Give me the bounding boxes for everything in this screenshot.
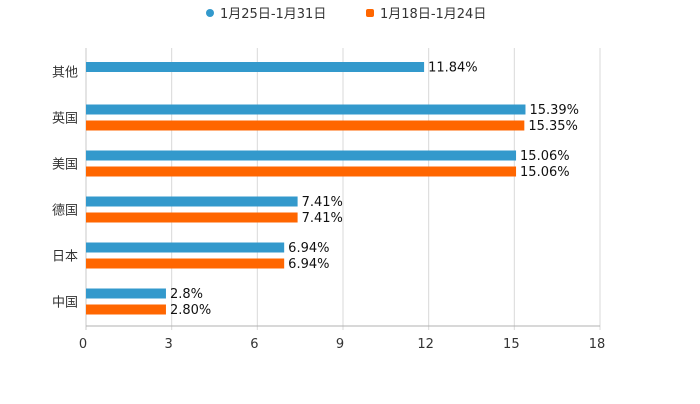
data-labels: 11.84% 15.39%15.35% 15.06%15.06% 7.41%7.41%… xyxy=(170,61,579,319)
legend-item-1[interactable]: 1月25日-1月31日 xyxy=(206,7,326,22)
y-category-label: 英国 xyxy=(52,112,78,127)
bar[interactable] xyxy=(86,104,526,115)
y-category-label: 日本 xyxy=(52,250,78,265)
legend: 1月25日-1月31日 1月18日-1月24日 xyxy=(206,7,486,22)
x-tick-label: 9 xyxy=(336,337,344,352)
x-tick-label: 3 xyxy=(165,337,173,352)
bar[interactable] xyxy=(86,150,517,161)
bar-value-label: 7.41% xyxy=(302,195,343,210)
bar-value-label: 6.94% xyxy=(288,241,329,256)
x-tick-label: 12 xyxy=(417,337,434,352)
x-tick-label: 18 xyxy=(589,337,606,352)
bar-value-label: 7.41% xyxy=(302,211,343,226)
bar[interactable] xyxy=(86,212,298,223)
bar[interactable] xyxy=(86,304,166,315)
legend-label: 1月25日-1月31日 xyxy=(220,7,326,22)
bar[interactable] xyxy=(86,166,517,177)
bar[interactable] xyxy=(86,62,425,72)
grid xyxy=(85,48,601,330)
legend-label: 1月18日-1月24日 xyxy=(380,7,486,22)
bar[interactable] xyxy=(86,288,166,299)
bars xyxy=(86,62,526,315)
bar-value-label: 2.80% xyxy=(170,303,211,318)
bar-value-label: 15.06% xyxy=(520,165,570,180)
legend-marker-icon xyxy=(206,9,214,17)
bar-value-label: 15.39% xyxy=(529,103,579,118)
x-tick-label: 15 xyxy=(503,337,520,352)
y-category-label: 中国 xyxy=(52,296,78,311)
bar[interactable] xyxy=(86,120,525,131)
bar-value-label: 15.35% xyxy=(528,119,578,134)
bar-value-label: 15.06% xyxy=(520,149,570,164)
y-category-label: 美国 xyxy=(52,158,78,173)
bar[interactable] xyxy=(86,196,298,207)
bar-value-label: 2.8% xyxy=(170,287,203,302)
x-tick-label: 6 xyxy=(250,337,258,352)
bar-value-label: 11.84% xyxy=(428,61,478,76)
legend-marker-icon xyxy=(366,9,374,17)
bar[interactable] xyxy=(86,242,285,253)
y-category-label: 德国 xyxy=(52,204,78,219)
bar[interactable] xyxy=(86,258,285,269)
x-tick-label: 0 xyxy=(79,337,87,352)
y-category-label: 其他 xyxy=(52,66,78,81)
legend-item-2[interactable]: 1月18日-1月24日 xyxy=(366,7,486,22)
bar-value-label: 6.94% xyxy=(288,257,329,272)
